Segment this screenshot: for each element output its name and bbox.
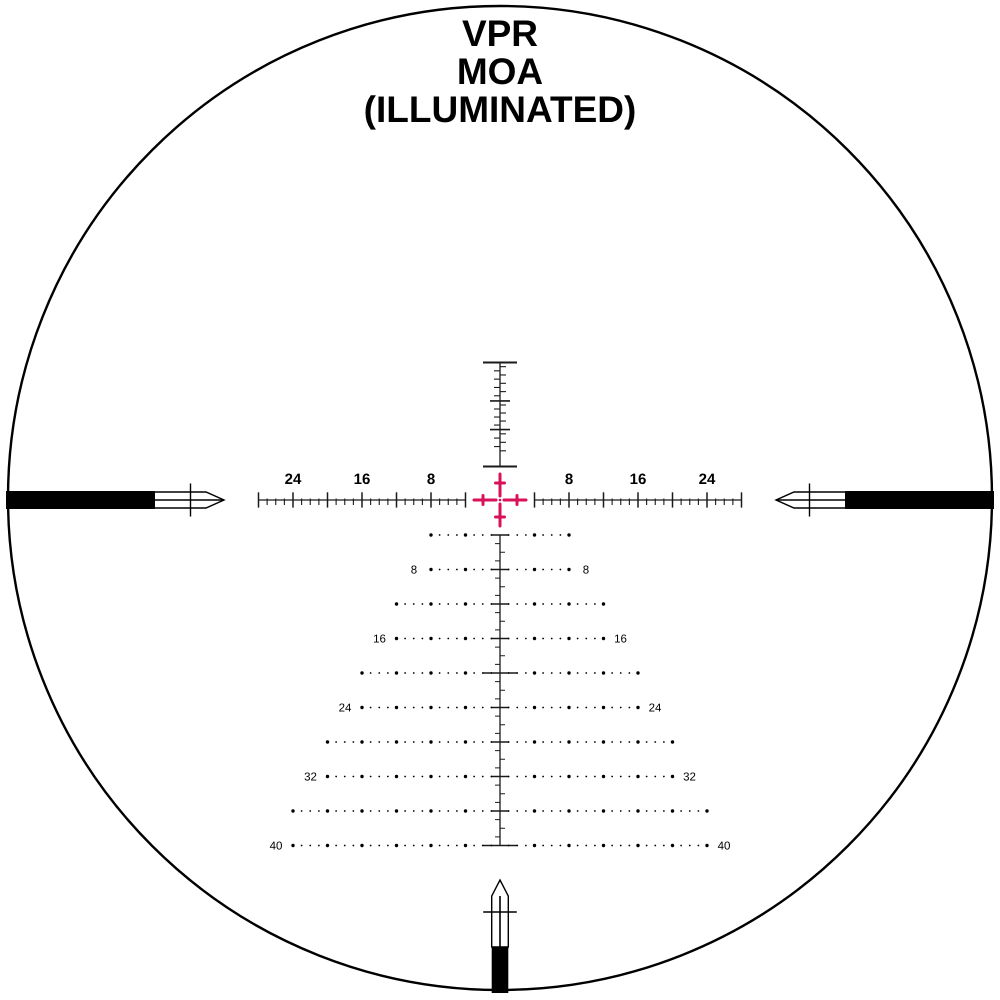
svg-text:24: 24 [285,471,302,488]
svg-text:8: 8 [411,565,417,577]
svg-text:32: 32 [304,772,317,784]
svg-text:(ILLUMINATED): (ILLUMINATED) [364,89,637,130]
svg-text:16: 16 [354,471,371,488]
svg-text:VPR: VPR [462,13,538,54]
svg-text:MOA: MOA [457,51,543,92]
svg-text:40: 40 [270,841,283,853]
svg-text:16: 16 [373,634,386,646]
svg-text:32: 32 [683,772,696,784]
svg-text:16: 16 [614,634,627,646]
svg-text:40: 40 [718,841,731,853]
svg-text:24: 24 [699,471,716,488]
svg-text:8: 8 [427,471,435,488]
svg-text:24: 24 [649,703,662,715]
svg-text:8: 8 [583,565,589,577]
svg-text:16: 16 [630,471,647,488]
svg-text:24: 24 [339,703,352,715]
svg-text:8: 8 [565,471,573,488]
